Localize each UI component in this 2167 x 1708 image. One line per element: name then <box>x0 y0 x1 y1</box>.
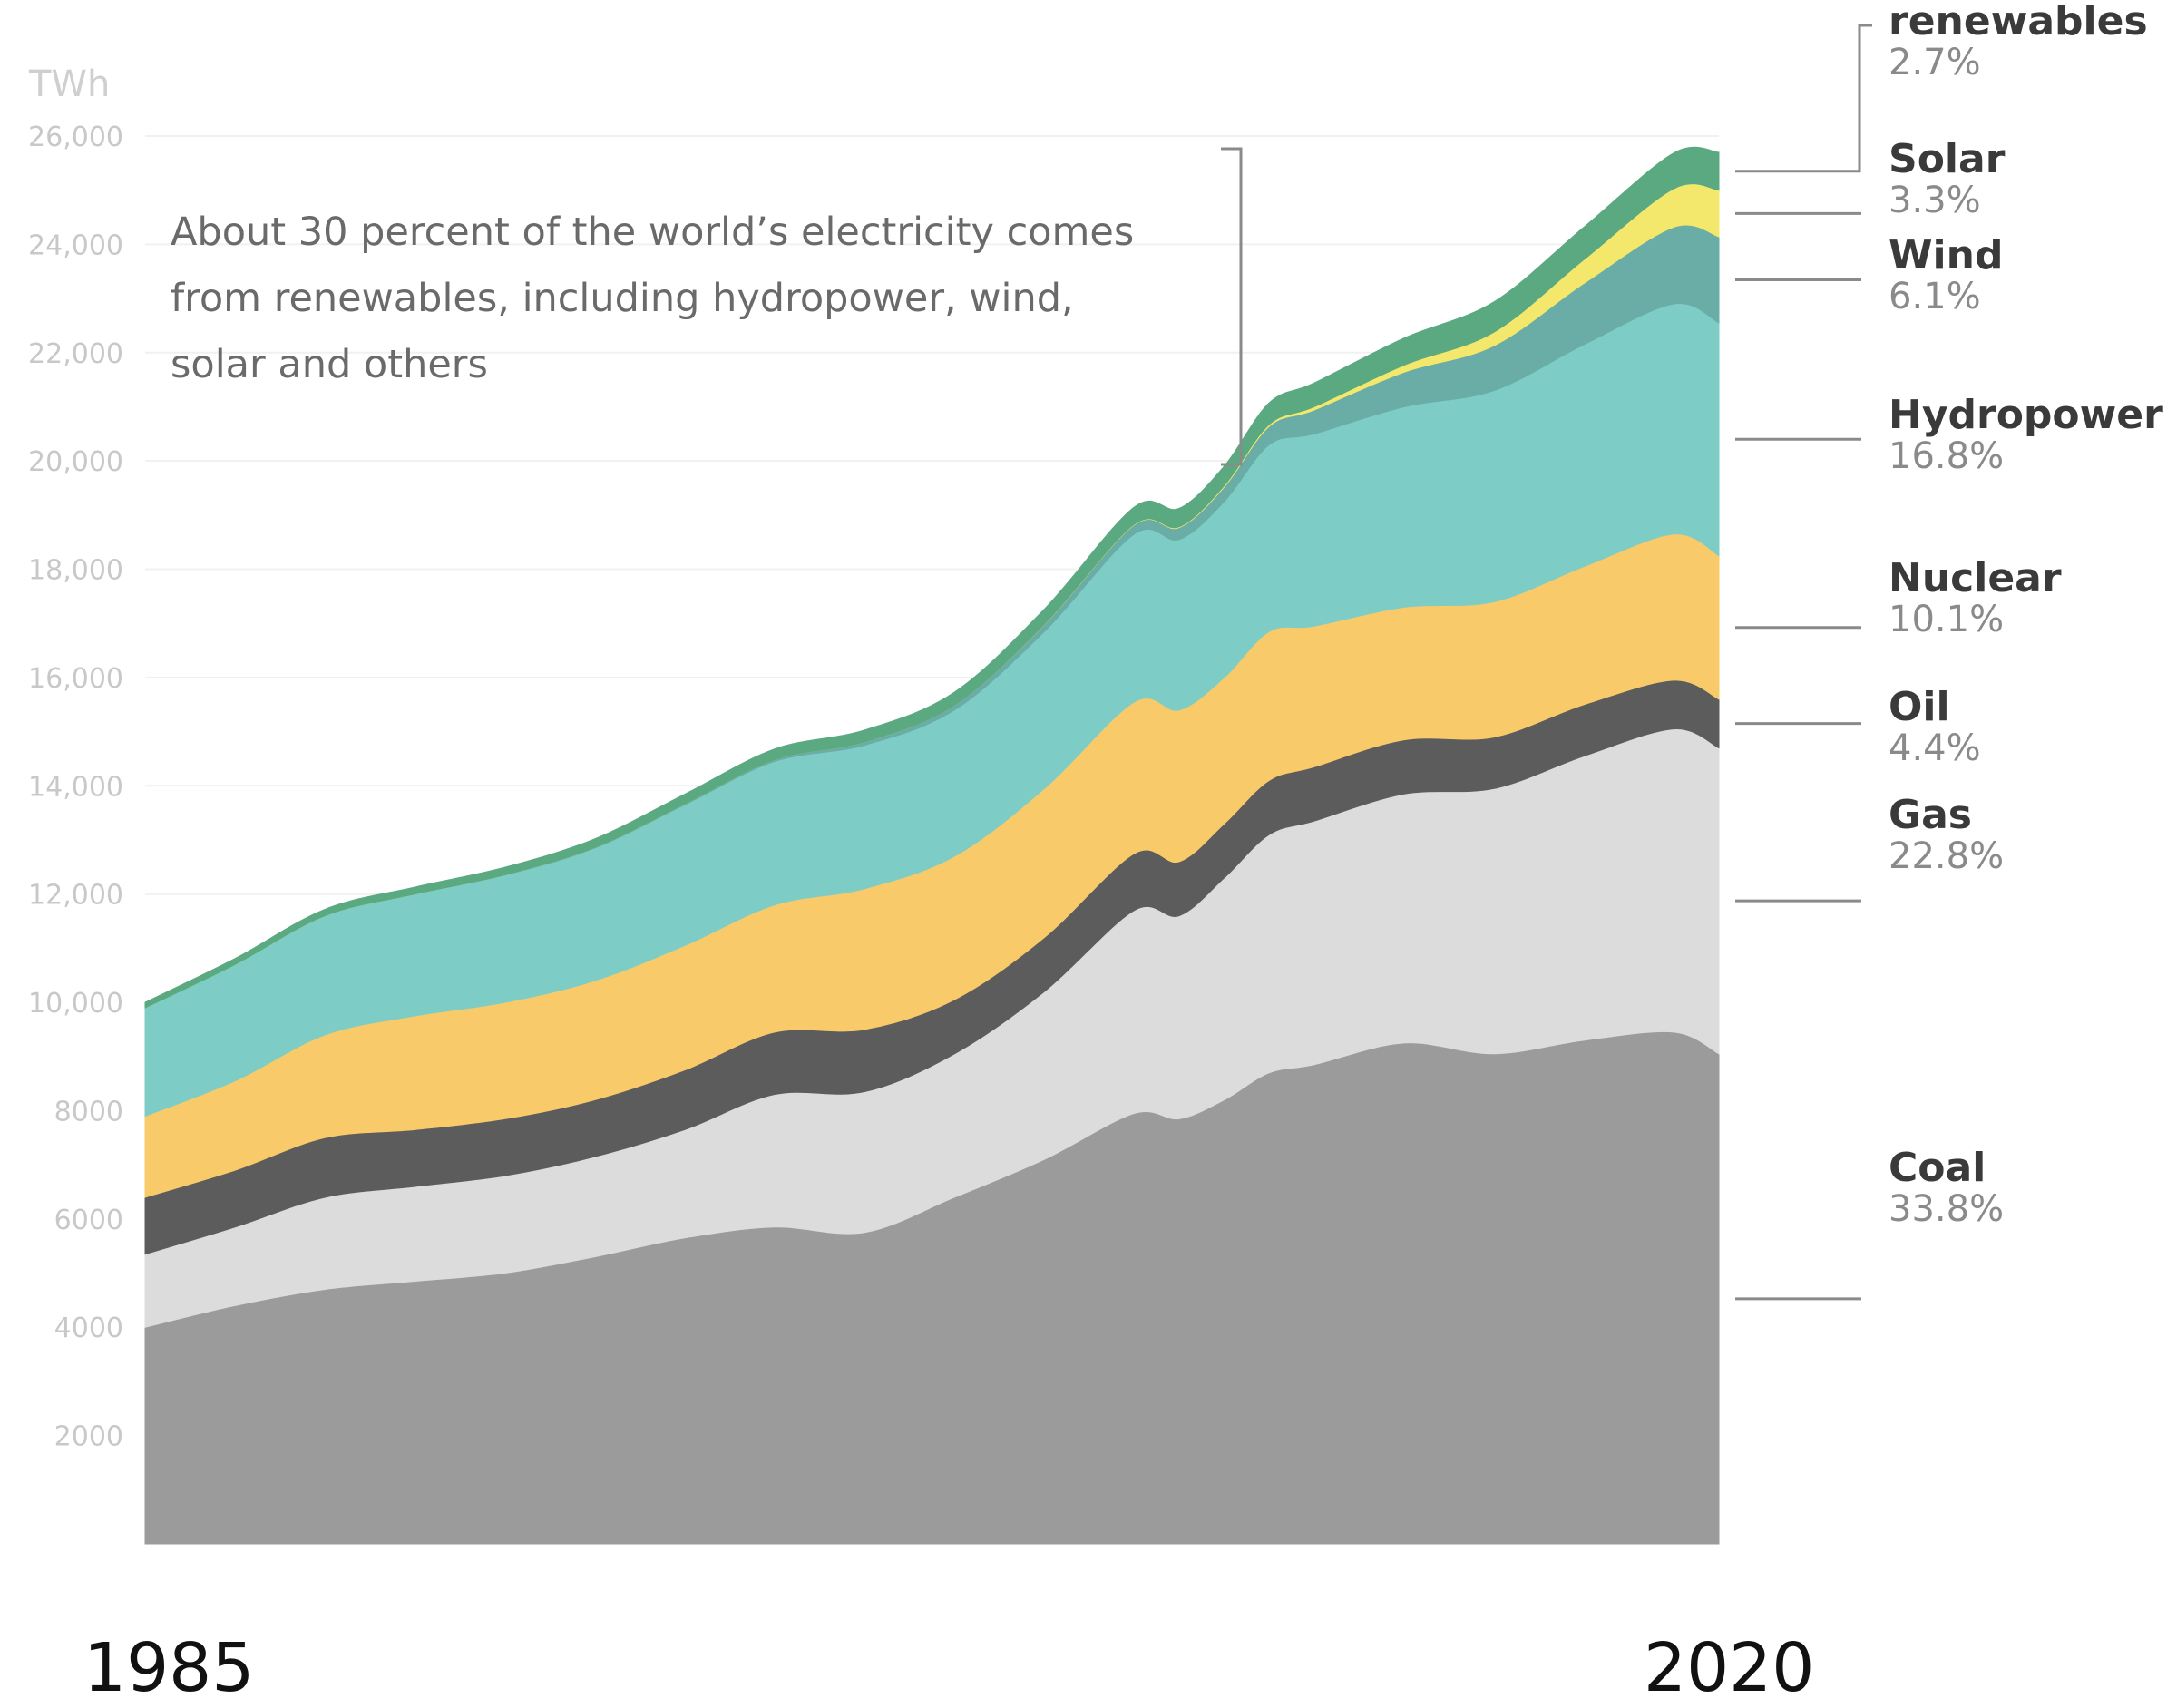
x-label-start: 1985 <box>83 1629 254 1707</box>
y-tick-label: 16,000 <box>28 663 123 695</box>
y-tick-label: 26,000 <box>28 122 123 153</box>
legend-name-renewables: renewables <box>1889 0 2148 44</box>
annotation: About 30 percent of the world’s electric… <box>171 147 1243 466</box>
y-tick-label: 6000 <box>54 1205 123 1236</box>
legend-percent-solar: 3.3% <box>1889 180 1981 221</box>
annotation-bracket <box>1221 147 1243 466</box>
legend-name-nuclear: Nuclear <box>1889 555 2062 601</box>
legend-name-coal: Coal <box>1889 1145 1986 1191</box>
legend-percent-hydropower: 16.8% <box>1889 435 2004 477</box>
legend-percent-renewables: 2.7% <box>1889 42 1981 83</box>
x-label-end: 2020 <box>1644 1629 1814 1707</box>
annotation-line-1: About 30 percent of the world’s electric… <box>171 210 1134 255</box>
y-tick-label: 20,000 <box>28 446 123 478</box>
legend-name-oil: Oil <box>1889 684 1950 730</box>
legend-name-solar: Solar <box>1889 136 2006 182</box>
y-tick-label: 18,000 <box>28 555 123 587</box>
legend-percent-gas: 22.8% <box>1889 835 2004 877</box>
stacked-areas <box>144 146 1720 1545</box>
y-tick-label: 2000 <box>54 1421 123 1453</box>
legend-name-wind: Wind <box>1889 232 2003 278</box>
y-tick-label: 24,000 <box>28 229 123 261</box>
y-tick-label: 4000 <box>54 1313 123 1344</box>
y-tick-label: 14,000 <box>28 771 123 803</box>
area-renewables <box>144 146 1720 1009</box>
y-tick-label: 8000 <box>54 1096 123 1127</box>
leader-line-renewables <box>1735 24 1872 173</box>
legend-name-hydropower: Hydropower <box>1889 392 2163 438</box>
y-axis-ticks: 2000 4000 6000 8000 10,000 12,000 14,000 16,000… <box>28 122 123 1453</box>
y-tick-label: 12,000 <box>28 880 123 912</box>
legend-percent-coal: 33.8% <box>1889 1188 2004 1230</box>
legend-name-gas: Gas <box>1889 792 1972 838</box>
annotation-line-2: from renewables, including hydropower, w… <box>171 276 1074 321</box>
legend-percent-wind: 6.1% <box>1889 276 1981 317</box>
y-tick-label: 10,000 <box>28 988 123 1020</box>
y-unit-label: TWh <box>28 63 110 105</box>
y-tick-label: 22,000 <box>28 338 123 370</box>
legend-percent-nuclear: 10.1% <box>1889 599 2004 640</box>
legend-percent-oil: 4.4% <box>1889 727 1981 769</box>
annotation-line-3: solar and others <box>171 342 488 387</box>
